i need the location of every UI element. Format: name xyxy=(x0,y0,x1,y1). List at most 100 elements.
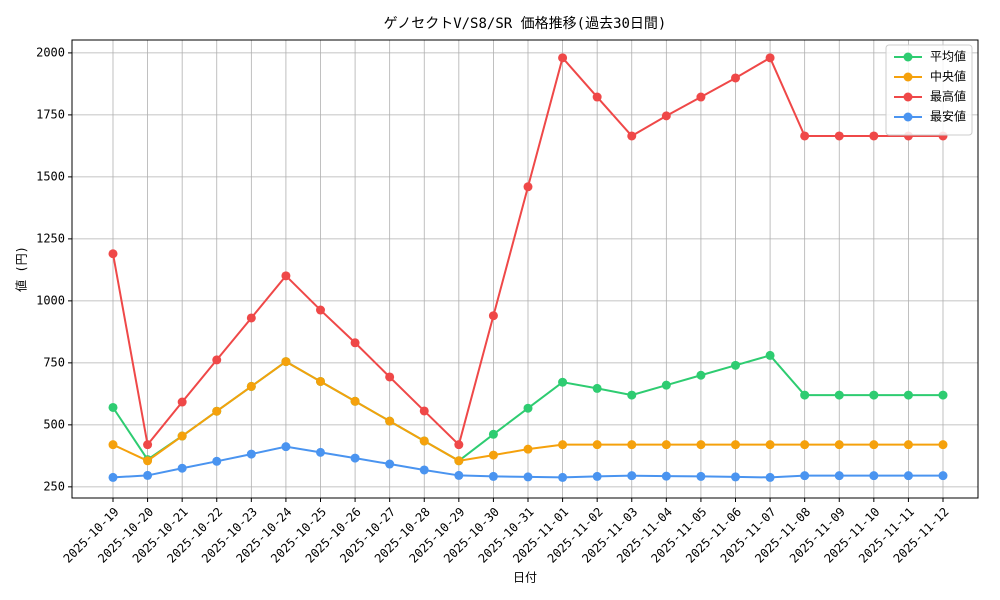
y-tick-label: 500 xyxy=(43,417,65,431)
y-axis-label: 値 (円) xyxy=(14,246,29,292)
data-point xyxy=(385,416,395,426)
data-point xyxy=(523,403,533,413)
data-point xyxy=(523,182,533,192)
data-point xyxy=(143,470,153,480)
legend-swatch-marker xyxy=(903,112,913,122)
data-point xyxy=(212,355,222,365)
data-point xyxy=(903,390,913,400)
data-point xyxy=(834,440,844,450)
data-point xyxy=(350,338,360,348)
data-point xyxy=(627,390,637,400)
data-point xyxy=(834,471,844,481)
data-point xyxy=(488,450,498,460)
data-point xyxy=(385,372,395,382)
x-axis-label: 日付 xyxy=(513,571,537,585)
data-point xyxy=(731,73,740,83)
data-point xyxy=(869,390,879,400)
y-tick-label: 1750 xyxy=(36,107,65,121)
legend-swatch-marker xyxy=(903,72,913,82)
data-point xyxy=(523,472,533,482)
data-point xyxy=(696,92,706,102)
data-point xyxy=(731,360,740,370)
data-point xyxy=(281,271,291,281)
chart-title: ゲノセクトV/S8/SR 価格推移(過去30日間) xyxy=(384,16,667,32)
data-point xyxy=(454,440,464,450)
legend-label: 最高値 xyxy=(930,89,966,104)
data-point xyxy=(177,397,187,407)
data-point xyxy=(765,472,775,482)
y-tick-label: 1500 xyxy=(36,169,65,183)
data-point xyxy=(800,390,810,400)
y-tick-label: 1250 xyxy=(36,231,65,245)
data-point xyxy=(316,305,325,315)
data-point xyxy=(177,431,187,441)
data-point xyxy=(661,380,671,390)
data-point xyxy=(454,456,464,466)
legend-swatch-marker xyxy=(903,52,913,62)
data-point xyxy=(523,444,533,454)
data-point xyxy=(661,471,671,481)
legend-label: 平均値 xyxy=(930,49,966,64)
data-point xyxy=(558,472,568,482)
data-point xyxy=(419,406,429,416)
data-point xyxy=(592,471,602,481)
data-point xyxy=(385,459,395,469)
data-point xyxy=(108,402,118,412)
data-point xyxy=(834,131,844,141)
legend-box xyxy=(885,44,973,136)
y-tick-label: 750 xyxy=(43,355,65,369)
data-point xyxy=(938,390,948,400)
data-point xyxy=(627,471,637,481)
data-point xyxy=(488,429,498,439)
data-point xyxy=(696,370,706,380)
data-point xyxy=(177,463,187,473)
legend-label: 中央値 xyxy=(930,69,966,84)
data-point xyxy=(281,357,291,367)
data-point xyxy=(592,383,602,393)
data-point xyxy=(938,471,948,481)
data-point xyxy=(627,131,637,141)
data-point xyxy=(834,390,844,400)
data-point xyxy=(800,471,810,481)
data-point xyxy=(143,440,153,450)
data-point xyxy=(800,440,810,450)
legend-swatch-marker xyxy=(903,92,913,102)
data-point xyxy=(281,442,291,452)
data-point xyxy=(316,376,325,386)
data-point xyxy=(108,249,118,259)
data-point xyxy=(903,440,913,450)
data-point xyxy=(212,456,222,466)
data-point xyxy=(661,440,671,450)
data-point xyxy=(869,131,879,141)
data-point xyxy=(350,396,360,406)
y-tick-label: 250 xyxy=(43,479,65,493)
data-point xyxy=(419,436,429,446)
data-point xyxy=(938,440,948,450)
data-point xyxy=(488,471,498,481)
grid xyxy=(72,40,978,498)
data-point xyxy=(108,472,118,482)
data-point xyxy=(454,470,464,480)
data-point xyxy=(350,453,360,463)
legend-label: 最安値 xyxy=(930,109,966,124)
data-point xyxy=(731,472,740,482)
data-point xyxy=(765,350,775,360)
data-point xyxy=(419,465,429,475)
data-point xyxy=(869,440,879,450)
data-point xyxy=(731,440,740,450)
data-point xyxy=(558,440,568,450)
plot-frame xyxy=(71,39,979,499)
data-point xyxy=(558,53,568,63)
data-point xyxy=(800,131,810,141)
data-point xyxy=(316,447,325,457)
data-point xyxy=(246,449,256,459)
data-point xyxy=(765,440,775,450)
data-point xyxy=(488,311,498,321)
data-point xyxy=(661,111,671,121)
data-point xyxy=(246,381,256,391)
data-point xyxy=(592,440,602,450)
data-point xyxy=(869,471,879,481)
data-point xyxy=(592,92,602,102)
